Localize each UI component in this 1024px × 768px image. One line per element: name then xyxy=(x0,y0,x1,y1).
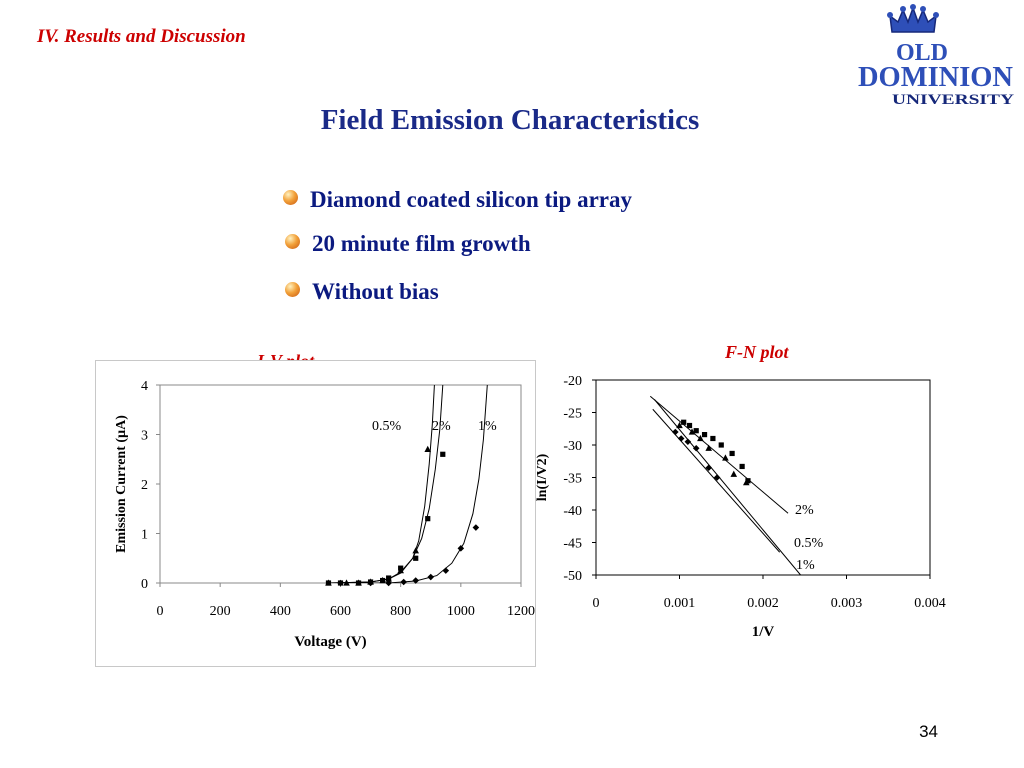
orange-bullet-icon xyxy=(283,190,298,205)
fit-line xyxy=(652,408,781,553)
square-point xyxy=(701,432,708,438)
y-tick-label: -35 xyxy=(563,472,582,487)
series-label: 1% xyxy=(478,419,497,434)
fit-line xyxy=(654,399,801,575)
triangle-point xyxy=(743,479,750,486)
square-point xyxy=(440,451,446,457)
y-tick-label: 0 xyxy=(141,577,148,592)
triangle-point xyxy=(412,547,420,554)
y-axis-label: Emission Current (µA) xyxy=(114,415,129,553)
bullet-item: Diamond coated silicon tip array xyxy=(283,187,632,213)
series-label: 2% xyxy=(432,419,451,434)
square-point xyxy=(380,577,386,584)
square-point xyxy=(693,428,699,434)
x-axis-label: Voltage (V) xyxy=(294,634,366,650)
triangle-point xyxy=(705,444,713,451)
triangle-point xyxy=(722,454,729,461)
x-tick-label: 800 xyxy=(390,604,411,619)
diamond-point xyxy=(457,545,465,552)
x-tick-label: 0.003 xyxy=(831,596,863,611)
orange-bullet-icon xyxy=(285,282,300,297)
fit-line xyxy=(649,395,789,514)
plot-area xyxy=(595,379,931,576)
x-tick-label: 0.002 xyxy=(747,596,779,611)
diamond-point xyxy=(472,524,480,531)
x-tick-label: 0 xyxy=(157,604,164,619)
x-tick-label: 600 xyxy=(330,604,351,619)
crown-icon xyxy=(887,4,939,33)
series-label: 0.5% xyxy=(794,536,824,551)
x-tick-label: 0.004 xyxy=(914,596,946,611)
square-point xyxy=(710,435,716,442)
triangle-point xyxy=(688,428,696,435)
y-tick-label: -40 xyxy=(563,504,582,519)
triangle-point xyxy=(676,421,683,429)
triangle-point xyxy=(424,445,432,452)
square-point xyxy=(718,442,724,448)
bullet-text: Diamond coated silicon tip array xyxy=(310,187,632,212)
x-tick-label: 200 xyxy=(210,604,231,619)
series-label: 1% xyxy=(796,558,815,573)
square-point xyxy=(425,516,431,522)
fit-curve xyxy=(328,385,444,583)
series-layer xyxy=(649,395,801,575)
y-tick-label: -30 xyxy=(563,439,582,454)
square-point xyxy=(325,580,332,586)
y-tick-label: 3 xyxy=(141,429,148,444)
triangle-point xyxy=(343,579,350,586)
diamond-point xyxy=(427,573,435,581)
square-point xyxy=(686,422,693,429)
x-axis-label: 1/V xyxy=(752,624,775,640)
university-logo: OLD DOMINION UNIVERSITY xyxy=(858,4,1014,108)
section-heading: IV. Results and Discussion xyxy=(37,26,246,47)
y-tick-label: -20 xyxy=(563,374,582,389)
slide-title: Field Emission Characteristics xyxy=(320,104,700,136)
y-tick-label: 4 xyxy=(141,379,148,394)
diamond-point xyxy=(672,428,679,436)
y-tick-label: -25 xyxy=(563,407,582,422)
bullet-item: 20 minute film growth xyxy=(285,231,531,257)
y-tick-label: -45 xyxy=(563,537,582,552)
y-axis-label: ln(I/V2) xyxy=(535,453,550,501)
iv-chart: 0 1 2 3 4 0 200 400 600 800 1000 1200 Voltage (V) Emi… xyxy=(95,360,536,667)
x-tick-label: 1000 xyxy=(447,604,475,619)
page-number: 34 xyxy=(919,722,938,741)
x-tick-label: 0 xyxy=(593,596,600,611)
fn-chart: -20 -25 -30 -35 -40 -45 -50 0 0.001 0.002 0.003 0.0… xyxy=(535,374,946,640)
x-tick-label: 1200 xyxy=(507,604,535,619)
y-tick-label: -50 xyxy=(563,569,582,584)
diamond-point xyxy=(713,474,721,481)
logo-line3: UNIVERSITY xyxy=(892,92,1014,108)
triangle-point xyxy=(697,434,704,442)
x-tick-label: 400 xyxy=(270,604,291,619)
diamond-point xyxy=(692,444,700,452)
square-point xyxy=(745,478,751,484)
bullet-text: Without bias xyxy=(312,279,439,304)
square-point xyxy=(398,565,404,571)
square-point xyxy=(739,463,745,470)
fn-plot-label: F-N plot xyxy=(725,342,789,362)
square-point xyxy=(413,555,419,561)
bullet-item: Without bias xyxy=(285,279,439,305)
y-tick-label: 1 xyxy=(141,528,148,543)
diamond-point xyxy=(684,438,692,446)
diamond-point xyxy=(677,435,685,442)
logo-line2: DOMINION xyxy=(858,61,1013,93)
series-label: 0.5% xyxy=(372,419,402,434)
square-point xyxy=(681,419,687,425)
triangle-point xyxy=(730,470,738,477)
square-point xyxy=(729,450,735,457)
orange-bullet-icon xyxy=(285,234,300,249)
bullet-text: 20 minute film growth xyxy=(312,231,531,256)
square-point xyxy=(386,575,392,581)
logo-line1: OLD xyxy=(896,40,948,66)
diamond-point xyxy=(412,577,420,584)
y-tick-label: 2 xyxy=(141,478,148,493)
square-point xyxy=(355,580,362,586)
x-tick-label: 0.001 xyxy=(664,596,696,611)
series-label: 2% xyxy=(795,503,814,518)
diamond-point xyxy=(705,464,713,472)
chart-frame xyxy=(95,360,536,667)
